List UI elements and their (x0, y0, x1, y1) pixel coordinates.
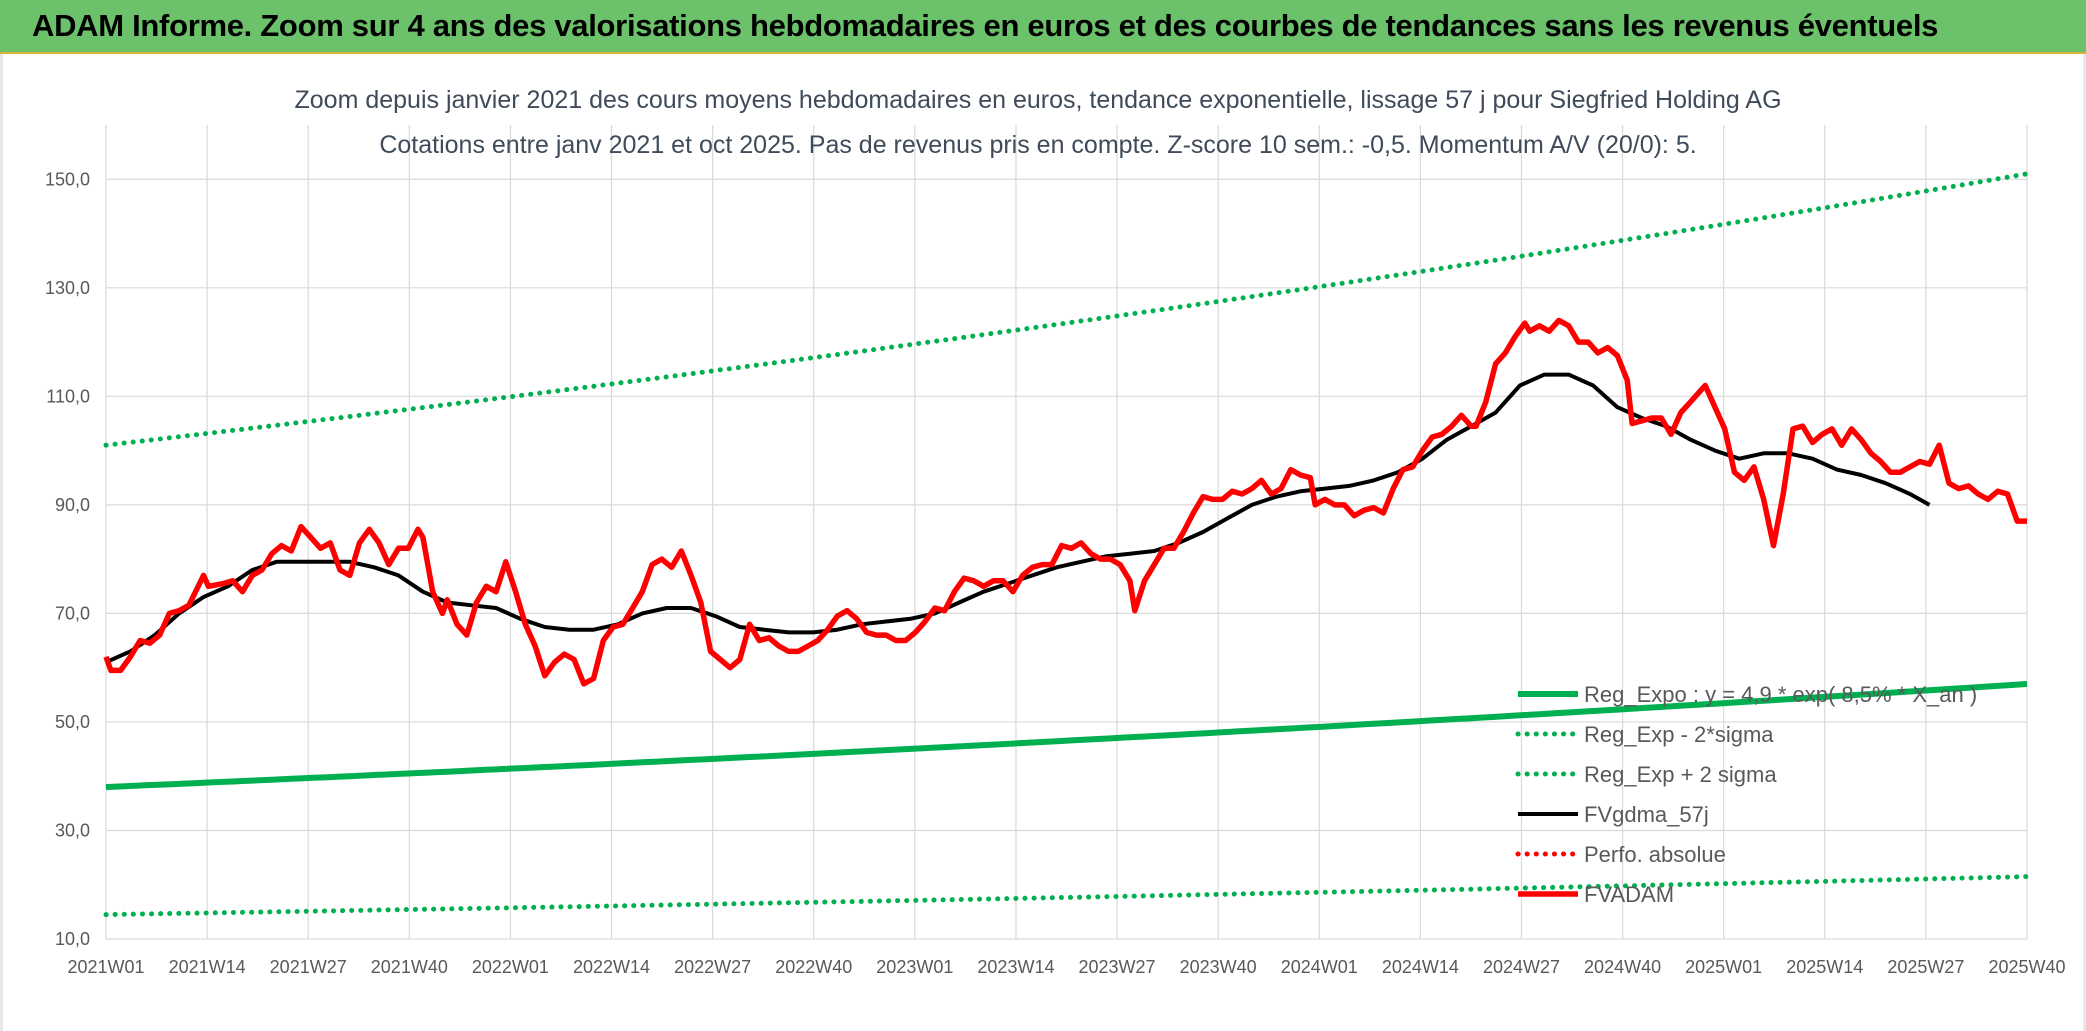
gridlines (105, 125, 2028, 940)
x-tick-label: 2024W14 (1382, 957, 1459, 977)
y-tick-label: 30,0 (55, 820, 90, 840)
series-fvadam (103, 317, 2027, 687)
series-reg-exp-plus-2sigma (103, 171, 2030, 448)
y-tick-label: 50,0 (55, 712, 90, 732)
x-tick-label: 2023W40 (1180, 957, 1257, 977)
y-tick-label: 70,0 (55, 603, 90, 623)
x-tick-label: 2025W14 (1786, 957, 1863, 977)
x-tick-label: 2025W40 (1988, 957, 2065, 977)
series-reg-exp-minus-2sigma (103, 874, 2030, 918)
y-tick-label: 150,0 (45, 169, 90, 189)
header-banner: ADAM Informe. Zoom sur 4 ans des valoris… (0, 0, 2086, 54)
legend-label: Reg_Exp + 2 sigma (1584, 762, 1777, 787)
legend-label: FVADAM (1584, 882, 1674, 907)
x-tick-label: 2022W01 (472, 957, 549, 977)
chart-frame (0, 54, 2086, 1031)
legend-label: Reg_Exp - 2*sigma (1584, 722, 1774, 747)
x-tick-label: 2024W40 (1584, 957, 1661, 977)
x-tick-label: 2023W01 (876, 957, 953, 977)
x-tick-label: 2021W14 (169, 957, 246, 977)
legend: Reg_Expo : y = 4,9 * exp( 8,5% * X_an ) R… (1515, 682, 1977, 907)
chart-title: Zoom depuis janvier 2021 des cours moyen… (294, 86, 1781, 114)
series-group (103, 171, 2030, 918)
x-tick-label: 2022W27 (674, 957, 751, 977)
y-tick-label: 10,0 (55, 929, 90, 949)
x-tick-label: 2023W14 (977, 957, 1054, 977)
x-tick-label: 2023W27 (1079, 957, 1156, 977)
y-tick-label: 110,0 (46, 386, 90, 406)
axes: 10,0 30,0 50,0 70,0 90,0 110,0 130,0 150,0 2021W… (45, 169, 2066, 977)
x-tick-label: 2022W40 (775, 957, 852, 977)
series-reg-expo (105, 680, 2028, 791)
x-tick-label: 2024W01 (1281, 957, 1358, 977)
x-tick-label: 2021W40 (371, 957, 448, 977)
x-tick-label: 2021W01 (67, 957, 144, 977)
y-tick-label: 90,0 (55, 495, 90, 515)
x-tick-label: 2024W27 (1483, 957, 1560, 977)
x-tick-label: 2021W27 (270, 957, 347, 977)
page-title: ADAM Informe. Zoom sur 4 ans des valoris… (32, 8, 1939, 43)
x-tick-label: 2025W27 (1887, 957, 1964, 977)
chart-subtitle: Cotations entre janv 2021 et oct 2025. P… (379, 131, 1696, 159)
x-tick-label: 2022W14 (573, 957, 650, 977)
legend-label: FVgdma_57j (1584, 802, 1709, 827)
legend-label: Perfo. absolue (1584, 842, 1726, 867)
legend-label: Reg_Expo : y = 4,9 * exp( 8,5% * X_an ) (1584, 682, 1977, 707)
y-tick-label: 130,0 (45, 278, 90, 298)
x-tick-label: 2025W01 (1685, 957, 1762, 977)
